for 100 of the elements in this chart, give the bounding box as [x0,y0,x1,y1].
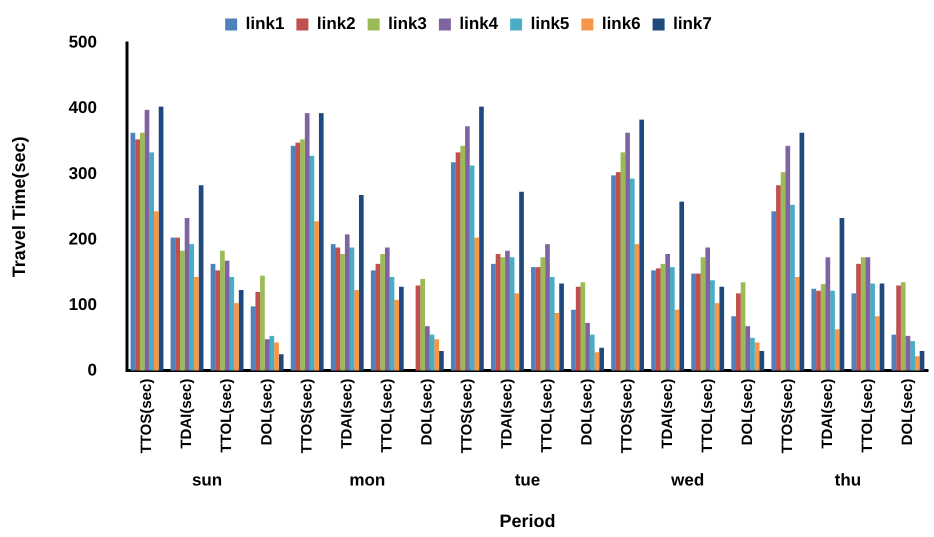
bar [224,260,230,371]
bar [140,132,145,371]
x-tick-label: DOL(sec) [738,378,756,446]
bar [811,288,816,371]
bar [330,244,336,371]
x-tick-label: TDAI(sec) [818,378,836,449]
bar [611,175,616,371]
bar [274,342,279,371]
bar [914,356,920,371]
bar [130,132,136,371]
bar [710,280,715,371]
bar [625,132,630,371]
bar [554,312,560,371]
bar [144,110,150,371]
bar [491,264,496,371]
bar [430,334,434,371]
bar [674,310,680,371]
bar [571,310,576,371]
bar [880,284,884,371]
x-tick-label: TTOL(sec) [378,378,396,453]
bar [714,303,720,371]
x-tick-label: TTOS(sec) [778,378,796,454]
bar [496,254,500,371]
bar [456,152,460,371]
bar [634,244,640,371]
bar [175,238,180,371]
bar [439,350,444,371]
x-tick-label: DOL(sec) [578,378,596,446]
bar [920,350,924,371]
bar [194,276,199,371]
bar [866,257,870,371]
x-tick-label: TTOL(sec) [859,378,876,453]
legend-label: link6 [602,14,641,34]
bar [336,247,340,371]
bar [630,178,635,371]
bar [906,336,910,371]
bar [510,257,514,371]
bar [660,264,666,371]
bar [505,250,510,371]
bar [731,316,736,371]
bar [514,293,520,371]
x-tick-label: TDAI(sec) [178,378,196,449]
y-tick-label: 500 [68,32,97,52]
bar [800,132,804,371]
text: sun [192,470,222,490]
bar [260,276,265,371]
bar [745,326,750,371]
bar [394,300,400,371]
x-tick-label: DOL(sec) [258,378,276,446]
bar [700,257,706,371]
bar [344,234,350,371]
bar [639,120,644,371]
bar [860,257,866,371]
bar [295,142,300,371]
bar [234,303,239,371]
bar [238,290,244,371]
bar [264,339,270,371]
bar [300,139,305,371]
bar [229,276,234,371]
bar [705,247,710,371]
legend-label: link5 [530,14,570,34]
bar [900,282,906,371]
bar [354,290,359,371]
bar [651,270,656,371]
bar [450,162,456,371]
bar [550,276,555,371]
x-tick-label: TDAI(sec) [658,378,676,449]
bar [540,257,546,371]
bar [420,278,425,371]
bar [719,286,724,371]
bar [390,276,394,371]
bar [189,244,194,371]
bar [896,285,901,371]
bar [376,264,380,371]
text: tue [514,470,540,490]
bar [184,218,190,371]
bar [816,290,821,371]
bar [314,221,319,371]
bar [304,113,310,371]
bar [340,254,345,371]
bar [399,286,404,371]
legend-label: link3 [388,14,427,34]
bar [665,254,670,371]
bar [590,334,595,371]
x-tick-label: TTOL(sec) [538,378,556,453]
y-tick-label: 400 [68,98,97,118]
legend-label: link7 [673,14,712,34]
bar [269,336,274,371]
bar [670,267,675,371]
bar [874,316,880,371]
bar [255,292,260,371]
bar [620,152,626,371]
bar [834,329,840,371]
bar [616,172,621,371]
y-tick-label: 200 [68,229,97,248]
bar [358,195,364,371]
x-axis-title: Period [499,511,556,532]
bar [310,156,314,371]
bar [545,244,550,371]
x-tick-label: TTOL(sec) [698,378,716,453]
